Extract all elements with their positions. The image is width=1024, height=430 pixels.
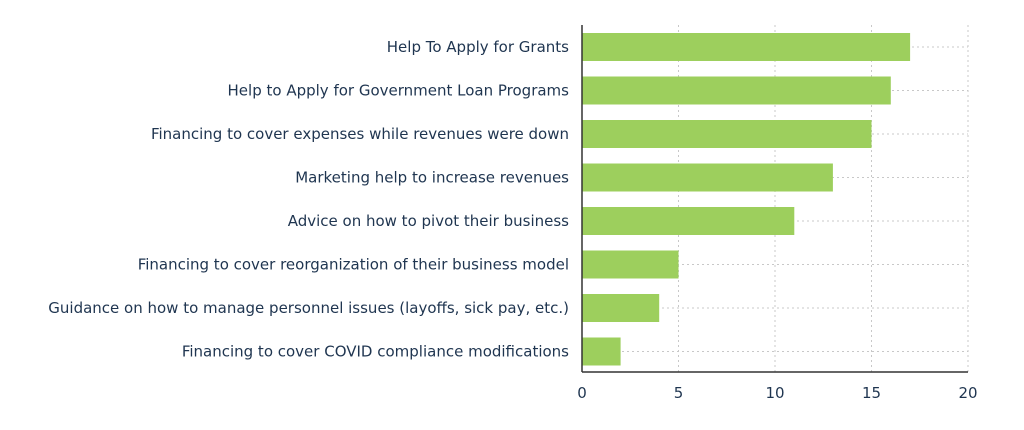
category-label: Help to Apply for Government Loan Progra… [228, 82, 570, 100]
bar [582, 163, 833, 192]
category-label: Advice on how to pivot their business [288, 212, 569, 230]
category-labels: Help To Apply for Grants Help to Apply fo… [48, 38, 569, 361]
bar [582, 294, 660, 322]
category-label: Financing to cover expenses while revenu… [151, 125, 569, 143]
x-tick-label: 15 [862, 384, 881, 402]
category-label: Financing to cover reorganization of the… [138, 256, 569, 274]
bars [582, 33, 911, 366]
bar [582, 337, 621, 366]
bar [582, 250, 679, 279]
bar [582, 207, 795, 235]
x-tick-label: 0 [577, 384, 587, 402]
x-axis-ticks: 0 5 10 15 20 [577, 384, 977, 402]
bar [582, 33, 911, 61]
category-label: Help To Apply for Grants [387, 38, 569, 56]
x-tick-label: 5 [674, 384, 684, 402]
category-label: Marketing help to increase revenues [295, 169, 569, 187]
category-label: Financing to cover COVID compliance modi… [182, 343, 569, 361]
bar [582, 120, 872, 148]
x-tick-label: 10 [765, 384, 784, 402]
bar [582, 76, 891, 105]
category-label: Guidance on how to manage personnel issu… [48, 299, 569, 317]
x-tick-label: 20 [958, 384, 977, 402]
